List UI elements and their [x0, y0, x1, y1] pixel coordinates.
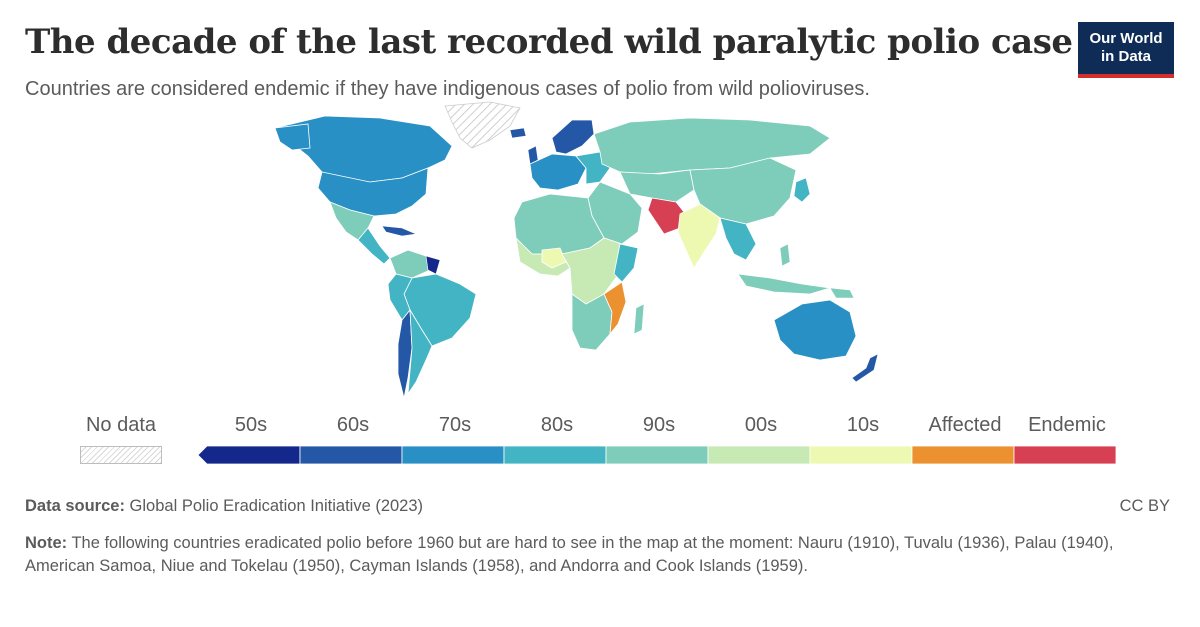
legend-bin-label: 90s	[642, 414, 676, 436]
legend-bin-label: 60s	[336, 414, 370, 436]
russia[interactable]	[593, 117, 831, 175]
caribbean[interactable]	[381, 225, 418, 237]
legend-bin-label: 00s	[744, 414, 778, 436]
legend-swatch-00s[interactable]	[707, 446, 811, 464]
data-source: Data source: Global Polio Eradication In…	[25, 497, 423, 516]
legend-bin-label: 80s	[540, 414, 574, 436]
east-africa[interactable]	[613, 243, 639, 283]
legend-swatch-60s[interactable]	[299, 446, 403, 464]
greenland[interactable]	[444, 101, 521, 149]
data-source-label: Data source:	[25, 497, 125, 515]
legend-color-scale	[198, 446, 1117, 464]
afghanistan-pakistan[interactable]	[647, 197, 685, 235]
legend-swatch-affected[interactable]	[911, 446, 1015, 464]
western-europe[interactable]	[529, 153, 587, 191]
united-states[interactable]	[317, 167, 429, 217]
philippines[interactable]	[779, 243, 791, 267]
legend-swatch-10s[interactable]	[809, 446, 913, 464]
australia[interactable]	[773, 299, 857, 361]
legend-bin-label: 50s	[234, 414, 268, 436]
japan-korea[interactable]	[793, 177, 811, 203]
nigeria[interactable]	[541, 247, 567, 269]
owid-logo[interactable]: Our World in Data	[1078, 22, 1174, 78]
legend-swatch-80s[interactable]	[503, 446, 607, 464]
mozambique-malawi[interactable]	[603, 281, 627, 336]
logo-line-2: in Data	[1100, 48, 1151, 65]
argentina[interactable]	[407, 309, 433, 395]
india[interactable]	[677, 203, 721, 269]
china[interactable]	[689, 157, 797, 225]
southeast-asia[interactable]	[719, 217, 757, 261]
scandinavia[interactable]	[551, 119, 595, 155]
guianas[interactable]	[425, 255, 441, 275]
alaska[interactable]	[274, 123, 311, 151]
legend-no-data-label: No data	[85, 414, 157, 436]
world-map[interactable]	[190, 98, 920, 398]
new-zealand[interactable]	[851, 353, 879, 383]
legend-swatch-endemic[interactable]	[1013, 446, 1117, 464]
logo-line-1: Our World	[1089, 30, 1163, 47]
madagascar[interactable]	[633, 303, 645, 335]
legend-bin-label: Affected	[928, 414, 1002, 436]
chart-note: Note: The following countries eradicated…	[25, 532, 1175, 578]
legend-swatch-50s[interactable]	[198, 446, 301, 464]
iceland[interactable]	[509, 127, 527, 139]
note-text: The following countries eradicated polio…	[25, 534, 1114, 575]
chart-subtitle: Countries are considered endemic if they…	[25, 78, 870, 100]
chart-title: The decade of the last recorded wild par…	[25, 22, 1073, 62]
data-source-text: Global Polio Eradication Initiative (202…	[124, 497, 424, 515]
legend-no-data-swatch[interactable]	[80, 446, 162, 464]
note-label: Note:	[25, 534, 68, 552]
legend-bin-label: Endemic	[1028, 414, 1106, 436]
southern-africa[interactable]	[571, 293, 613, 351]
papua-new-guinea[interactable]	[829, 287, 855, 299]
legend-swatch-70s[interactable]	[401, 446, 505, 464]
indonesia[interactable]	[737, 273, 831, 295]
legend-bin-label: 10s	[846, 414, 880, 436]
central-africa[interactable]	[561, 237, 623, 305]
license-link[interactable]: CC BY	[1119, 497, 1170, 515]
legend-swatch-90s[interactable]	[605, 446, 709, 464]
legend-bin-label: 70s	[438, 414, 472, 436]
central-asia[interactable]	[619, 169, 695, 203]
